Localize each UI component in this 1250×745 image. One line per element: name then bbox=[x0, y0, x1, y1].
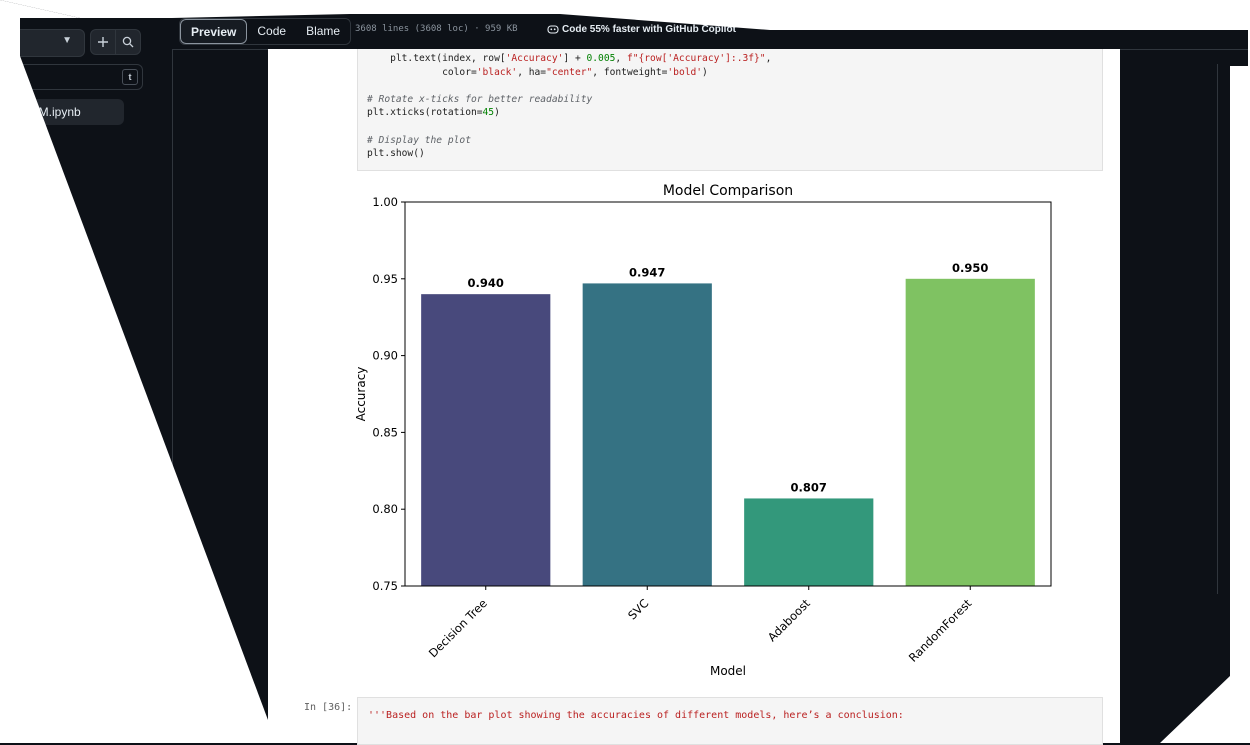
bar-value-label: 0.950 bbox=[952, 261, 988, 275]
code-token: ) bbox=[494, 107, 500, 119]
search-button[interactable] bbox=[115, 29, 141, 55]
code-token: 0.005 bbox=[586, 53, 616, 64]
chart-title: Model Comparison bbox=[663, 183, 793, 199]
file-item-notebook[interactable]: RM.ipynb bbox=[0, 99, 124, 125]
code-token: 'black' bbox=[476, 66, 518, 78]
y-tick-label: 0.85 bbox=[372, 425, 398, 439]
bar bbox=[582, 283, 712, 586]
copilot-text: Code 55% faster with GitHub Copilot bbox=[562, 24, 736, 35]
view-tabs: Preview Code Blame bbox=[179, 18, 352, 45]
copilot-promo[interactable]: Code 55% faster with GitHub Copilot bbox=[547, 23, 736, 35]
shortcut-key: t bbox=[122, 69, 138, 85]
plot-frame bbox=[404, 201, 1052, 587]
code-cell: plt.text(index, row['Accuracy'] + 0.005,… bbox=[357, 49, 1103, 171]
code-token: ) bbox=[702, 66, 708, 78]
code-token: ] + bbox=[563, 53, 587, 64]
code-token: plt.xticks(rotation= bbox=[367, 107, 483, 119]
y-axis-label: Accuracy bbox=[354, 367, 368, 422]
code-token: 'Accuracy' bbox=[505, 53, 564, 64]
code-token: f"{row['Accuracy']:.3f}" bbox=[626, 53, 766, 64]
tab-preview[interactable]: Preview bbox=[180, 19, 248, 44]
file-meta: 3608 lines (3608 loc) · 959 KB bbox=[355, 24, 518, 34]
file-toolbar: Preview Code Blame 3608 lines (3608 loc)… bbox=[172, 18, 1250, 50]
bar-value-label: 0.947 bbox=[629, 265, 665, 279]
copilot-icon bbox=[547, 25, 559, 34]
code-token: # Rotate x-ticks for better readability bbox=[367, 93, 593, 105]
code-token: , bbox=[615, 53, 627, 64]
tab-blame[interactable]: Blame bbox=[296, 19, 351, 44]
scrollbar[interactable] bbox=[1230, 66, 1250, 676]
bar-value-label: 0.940 bbox=[468, 276, 504, 290]
code-token: # Display the plot bbox=[367, 134, 471, 146]
file-tree-sidebar: ▼ t RM.ipynb bbox=[0, 18, 173, 743]
code-token: , ha= bbox=[517, 66, 547, 78]
file-filter-input[interactable]: t bbox=[0, 64, 143, 90]
code-token: color= bbox=[367, 66, 477, 78]
y-tick-label: 0.80 bbox=[372, 502, 398, 516]
chevron-down-icon: ▼ bbox=[62, 35, 72, 46]
code-block: plt.text(index, row['Accuracy'] + 0.005,… bbox=[358, 49, 1102, 164]
divider bbox=[1217, 64, 1218, 594]
x-axis-label: Model bbox=[710, 664, 746, 678]
code-token: plt.show() bbox=[367, 148, 425, 160]
next-code-cell: '''Based on the bar plot showing the acc… bbox=[357, 697, 1103, 745]
bar bbox=[421, 294, 551, 586]
y-tick-label: 0.75 bbox=[372, 579, 398, 593]
search-icon bbox=[122, 36, 134, 48]
cell-prompt: In [36]: bbox=[304, 702, 353, 713]
plus-icon bbox=[98, 37, 108, 47]
bar-value-label: 0.807 bbox=[791, 480, 827, 494]
bar bbox=[905, 278, 1035, 586]
code-token: 45 bbox=[482, 107, 495, 119]
bar bbox=[744, 498, 874, 586]
code-token: , fontweight= bbox=[592, 66, 668, 78]
add-file-button[interactable] bbox=[90, 29, 116, 55]
branch-selector[interactable]: ▼ bbox=[0, 29, 85, 57]
y-tick-label: 0.95 bbox=[372, 272, 398, 286]
file-name: RM.ipynb bbox=[30, 105, 81, 119]
code-token: 'bold' bbox=[667, 66, 703, 78]
code-token: "center" bbox=[546, 66, 593, 78]
code-token: , bbox=[765, 53, 772, 64]
y-tick-label: 0.90 bbox=[372, 349, 398, 363]
code-token: plt.text(index, row[ bbox=[367, 53, 506, 64]
tab-code[interactable]: Code bbox=[247, 19, 297, 44]
cell-text: '''Based on the bar plot showing the acc… bbox=[368, 710, 904, 721]
y-tick-label: 1.00 bbox=[372, 195, 398, 209]
